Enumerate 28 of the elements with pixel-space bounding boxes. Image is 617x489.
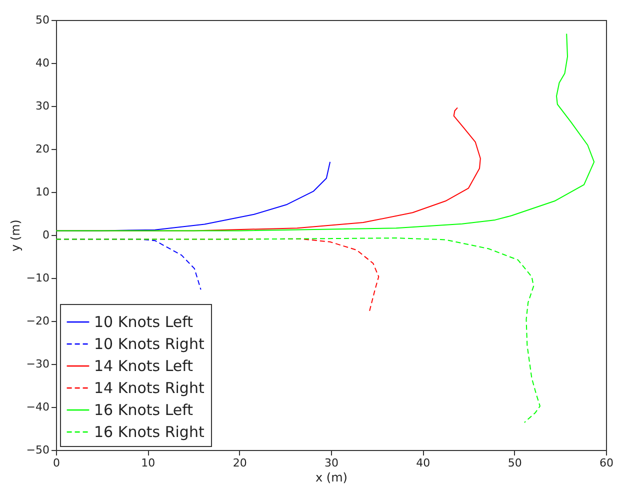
y-tick-label: 40 [36, 56, 50, 70]
legend-label: 10 Knots Right [94, 335, 204, 353]
x-axis-title: x (m) [316, 470, 348, 484]
x-tick-label: 50 [508, 456, 522, 470]
x-tick-label: 60 [600, 456, 614, 470]
line-series [56, 238, 540, 423]
y-tick-label: −40 [26, 400, 50, 414]
x-tick-label: 10 [141, 456, 156, 470]
y-tick-label: 0 [42, 228, 50, 242]
legend-label: 14 Knots Right [94, 379, 204, 397]
y-tick-label: −50 [26, 444, 50, 456]
legend-label: 10 Knots Left [94, 313, 194, 331]
x-tick-label: 20 [232, 456, 247, 470]
y-axis-title: y (m) [8, 220, 22, 252]
y-tick-label: 20 [36, 142, 50, 156]
legend-label: 16 Knots Left [94, 401, 194, 419]
line-series [56, 33, 595, 232]
x-tick-label: 30 [324, 456, 338, 470]
y-tick-label: −10 [26, 272, 50, 284]
x-tick-label: 0 [53, 456, 60, 470]
y-tick-label: −20 [26, 314, 50, 328]
legend-label: 16 Knots Right [94, 423, 204, 441]
x-tick-label: 40 [416, 456, 430, 470]
y-tick-label: −30 [26, 358, 50, 370]
legend-label: 14 Knots Left [94, 357, 194, 375]
y-tick-label: 50 [36, 14, 50, 26]
y-tick-label: 30 [36, 100, 50, 112]
y-tick-label: 10 [36, 186, 50, 198]
